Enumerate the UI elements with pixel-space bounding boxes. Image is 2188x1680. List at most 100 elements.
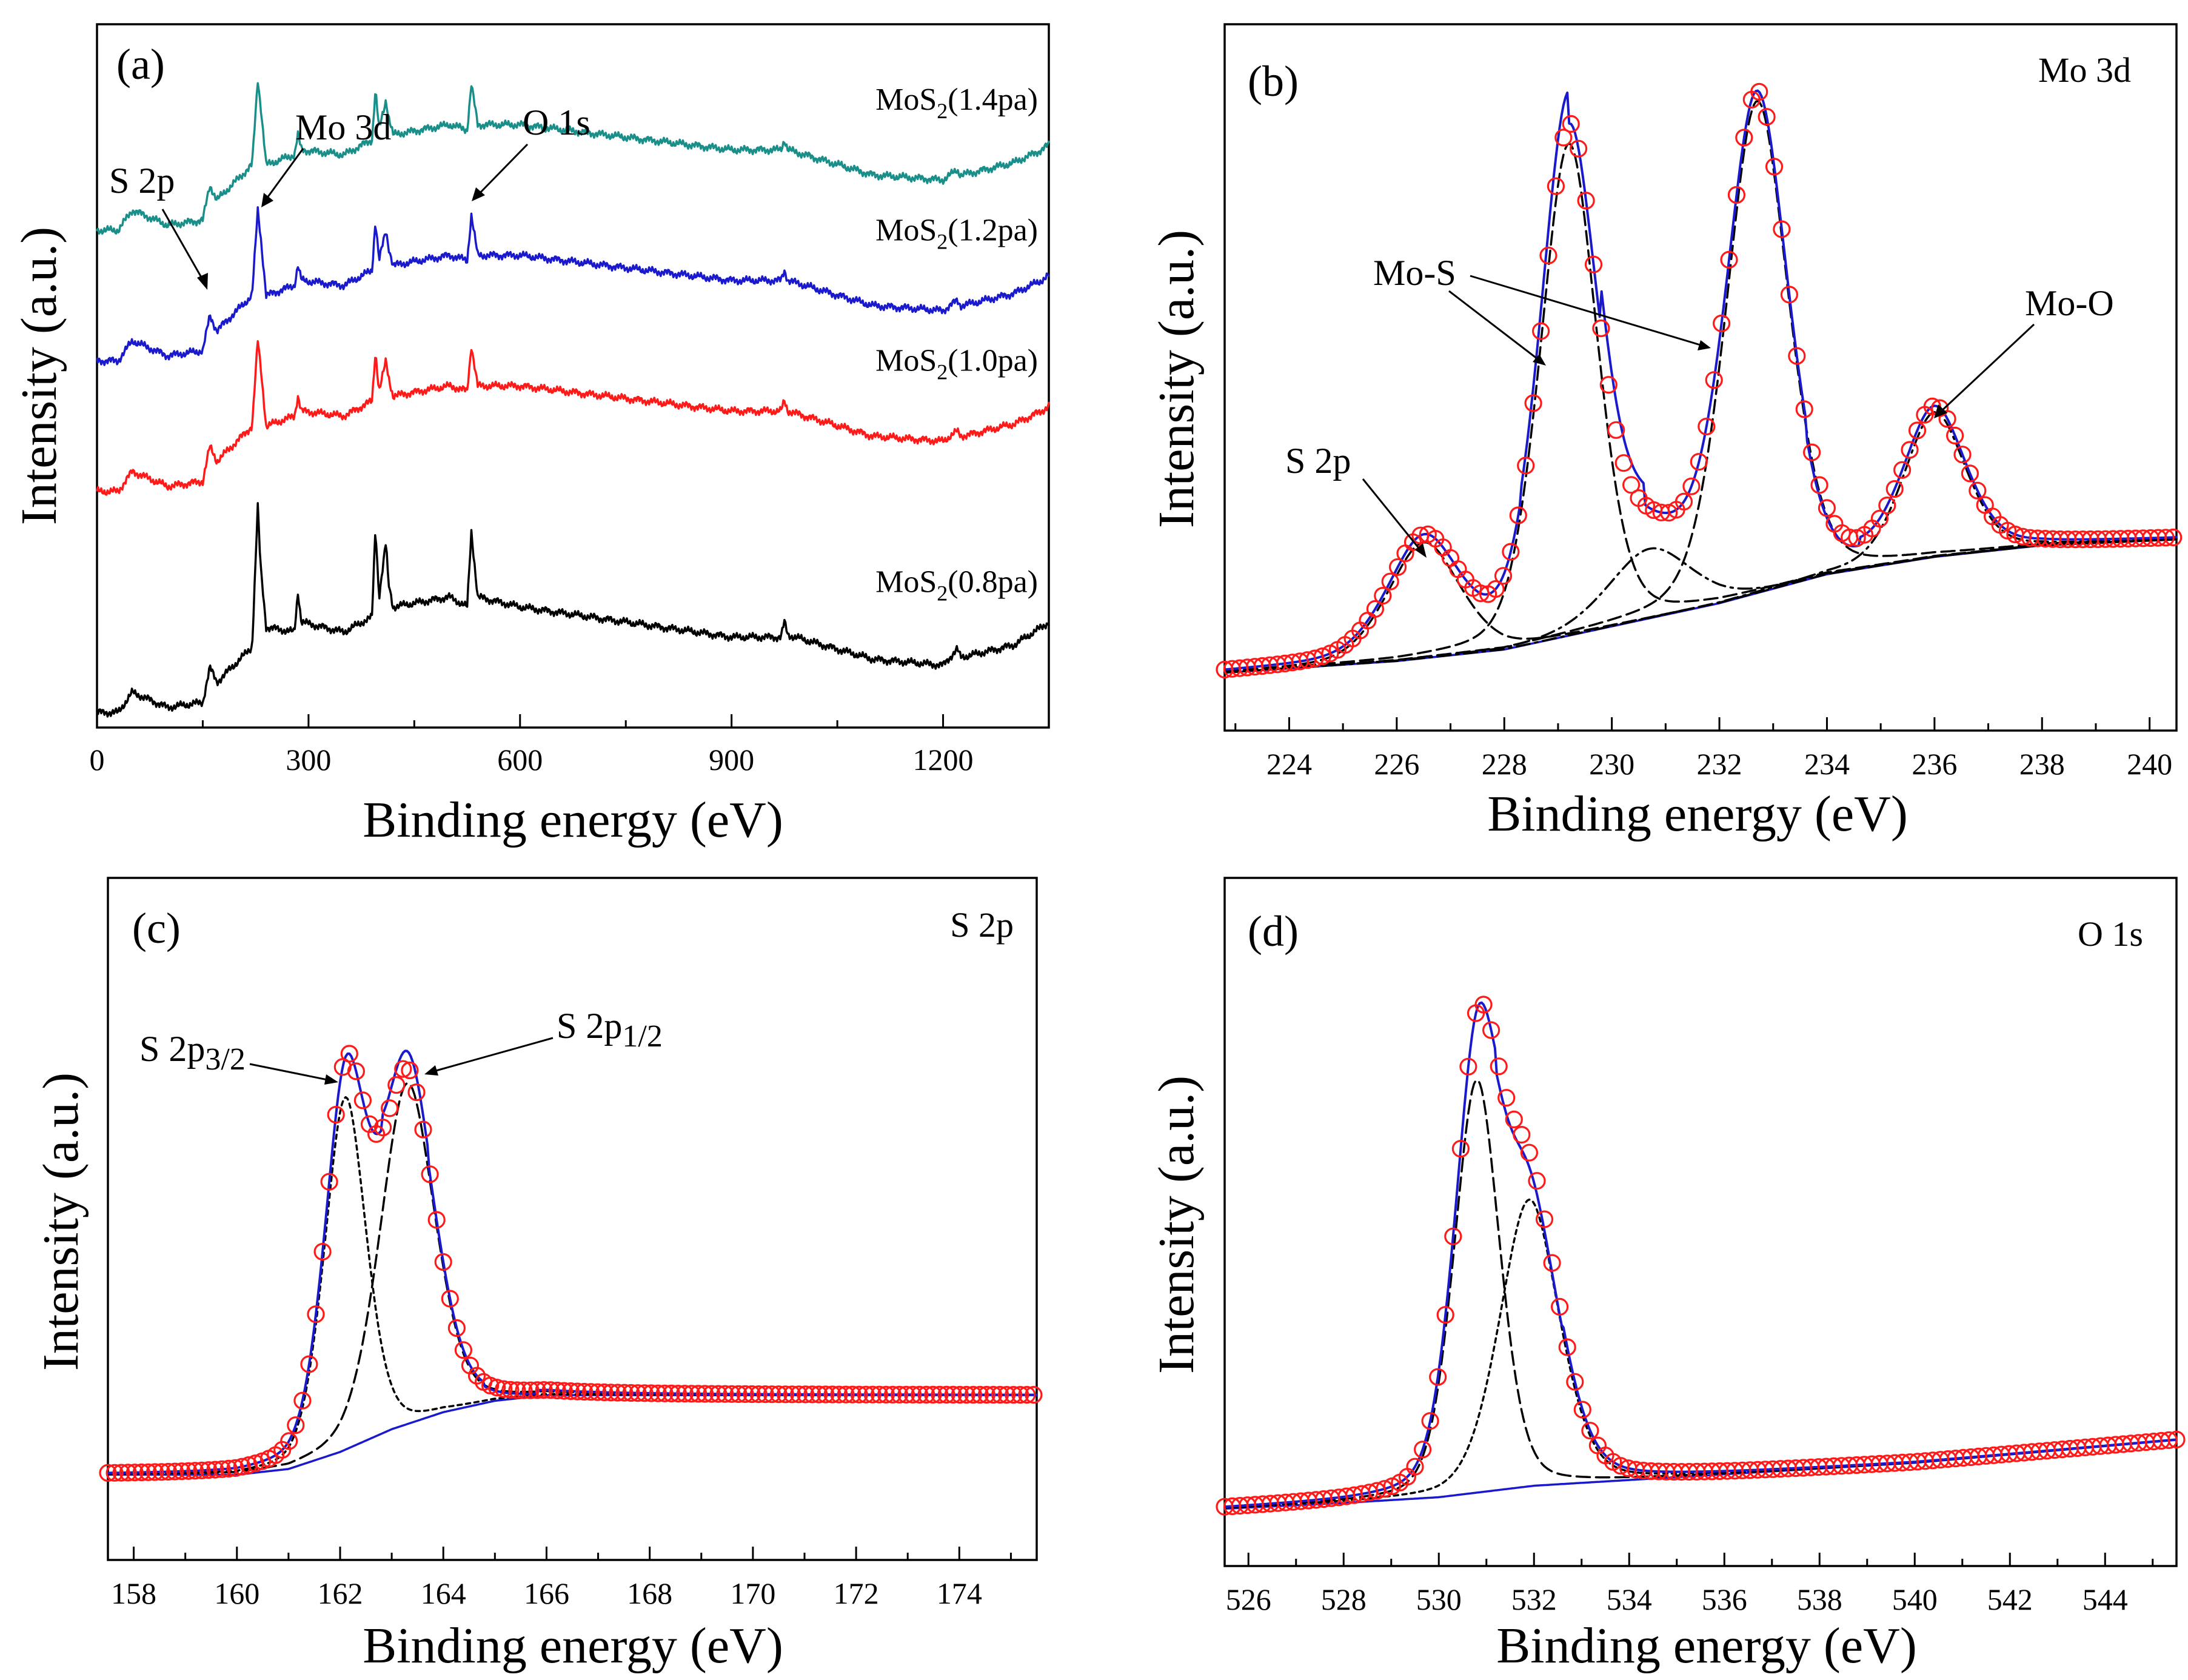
panel-d-data-point <box>1520 1143 1538 1162</box>
panel-c-data-point <box>132 1463 150 1482</box>
panel-c-data-point <box>381 1099 399 1117</box>
panel-c-xtick-label: 174 <box>937 1576 982 1610</box>
panel-d-data-point <box>1573 1401 1591 1419</box>
panel-b-data-point <box>1622 476 1641 494</box>
panel-c-data-point <box>977 1385 996 1404</box>
panel-c-data-point <box>287 1416 305 1434</box>
arrowhead-s2p <box>197 273 208 290</box>
panel-c-data-point <box>146 1463 164 1481</box>
panel-c-data-point <box>199 1461 218 1479</box>
annotation-s2p12: S 2p1/2 <box>557 1006 663 1054</box>
panel-c-data-point <box>843 1385 861 1404</box>
panel-c-data-point <box>696 1385 714 1403</box>
panel-b: (b) Mo 3d Binding energy (eV) Intensity … <box>1148 23 2183 842</box>
panel-d-xtick-label: 536 <box>1702 1582 1747 1616</box>
panel-c-data-point <box>139 1463 157 1481</box>
panel-c-data-point <box>548 1381 566 1400</box>
panel-d-data-point <box>1581 1422 1599 1440</box>
panel-b-data-point <box>1592 319 1610 338</box>
arrow-s2p-b <box>1362 478 1423 552</box>
panel-c-data-point <box>783 1385 801 1404</box>
panel-c-data-point <box>716 1385 734 1403</box>
panel-c-ylabel: Intensity (a.u.) <box>33 1073 89 1371</box>
panel-b-data-point <box>1946 426 1964 445</box>
panel-c-data-point <box>193 1461 211 1479</box>
panel-b-data-point <box>1366 600 1384 618</box>
panel-b-component-3 <box>1223 538 2178 674</box>
panel-c-data-point <box>521 1381 540 1399</box>
panel-d-plot <box>1216 996 2186 1516</box>
panel-c-data-point <box>609 1384 627 1402</box>
panel-c-data-point <box>307 1305 325 1324</box>
panel-d: (d) O 1s Binding energy (eV) Intensity (… <box>1148 877 2186 1674</box>
panel-a-xtick-label: 300 <box>286 743 331 777</box>
panel-a-ticks: 0 300 600 900 1200 <box>90 714 1050 777</box>
panel-c-data-point <box>964 1385 982 1404</box>
panel-d-data-point <box>1528 1172 1546 1190</box>
panel-b-component-2 <box>1223 99 2178 674</box>
panel-c-data-point <box>904 1385 922 1404</box>
panel-b-xtick-label: 230 <box>1589 747 1634 781</box>
arrow-s2p32 <box>249 1063 331 1082</box>
panel-c-data-point <box>971 1385 989 1404</box>
panel-a-series-labels: MoS2(1.4pa) MoS2(1.2pa) MoS2(1.0pa) MoS2(0.… <box>875 82 1038 605</box>
panel-c-data-point <box>997 1386 1016 1404</box>
panel-b-data-point <box>1524 394 1542 412</box>
panel-b-xtick-label: 240 <box>2127 747 2172 781</box>
panel-d-label: (d) <box>1248 907 1299 955</box>
panel-b-data-point <box>1735 129 1753 147</box>
panel-a-series <box>96 82 1050 718</box>
survey-line-0 <box>96 82 1050 235</box>
panel-c-data-point <box>797 1385 815 1404</box>
panel-b-data-point <box>1758 108 1776 126</box>
panel-b-data-point <box>1599 376 1618 394</box>
panel-b-ticks: 224 226 228 230 232 234 236 238 240 <box>1234 717 2172 781</box>
panel-c-data-point <box>219 1459 238 1478</box>
panel-c-data-point <box>743 1385 761 1404</box>
panel-c-frame <box>107 877 1038 1561</box>
panel-c-data-point <box>682 1385 701 1403</box>
panel-d-data-point <box>1543 1254 1561 1272</box>
panel-b-xtick-label: 232 <box>1697 747 1742 781</box>
arrowhead-mos-2 <box>1698 340 1711 350</box>
panel-b-data-point <box>1870 509 1889 528</box>
panel-d-data-point <box>1451 1140 1470 1158</box>
panel-b-data-point <box>1901 441 1919 459</box>
panel-c-data-point <box>763 1385 781 1404</box>
panel-a-ylabel: Intensity (a.u.) <box>11 227 67 525</box>
panel-d-data-point <box>1429 1368 1447 1386</box>
panel-c-data-point <box>991 1385 1009 1404</box>
panel-a-label: (a) <box>116 40 165 89</box>
arrowhead-s2p12 <box>424 1065 438 1076</box>
panel-c-data-point <box>112 1464 130 1482</box>
arrow-s2p12 <box>431 1037 554 1073</box>
panel-b-annotations: S 2p Mo-S Mo-O <box>1285 253 2114 558</box>
panel-b-ylabel: Intensity (a.u.) <box>1148 230 1205 528</box>
panel-d-data-point <box>1421 1412 1439 1430</box>
panel-c-data-point <box>541 1381 560 1399</box>
panel-d-xtick-label: 532 <box>1511 1582 1557 1616</box>
annotation-s2p-b: S 2p <box>1285 441 1351 481</box>
arrow-mos-2 <box>1470 275 1703 347</box>
series-label-2: MoS2(1.0pa) <box>875 344 1038 384</box>
panel-d-data-point <box>1444 1227 1462 1245</box>
panel-b-data-point <box>1885 480 1904 498</box>
panel-c-data-point <box>689 1385 708 1403</box>
panel-c-data-point <box>447 1319 466 1337</box>
panel-d-data-point <box>1513 1125 1531 1144</box>
panel-b-frame <box>1223 23 2178 732</box>
panel-c-data-point <box>434 1253 452 1271</box>
panel-c-data-point <box>642 1384 660 1402</box>
panel-c-data-point <box>917 1385 935 1404</box>
panel-c-data-point <box>340 1045 358 1063</box>
panel-c-data-point <box>327 1105 345 1124</box>
panel-b-component-1 <box>1223 142 2178 673</box>
panel-c-label: (c) <box>132 904 181 952</box>
panel-c-data-point <box>159 1462 178 1481</box>
panel-c-data-point <box>501 1380 520 1399</box>
panel-c-data-point <box>467 1367 486 1385</box>
panel-c-data-point <box>581 1383 600 1401</box>
panel-c-data-point <box>870 1385 889 1404</box>
panel-c-data-point <box>951 1385 969 1404</box>
series-label-3: MoS2(0.8pa) <box>875 564 1038 605</box>
